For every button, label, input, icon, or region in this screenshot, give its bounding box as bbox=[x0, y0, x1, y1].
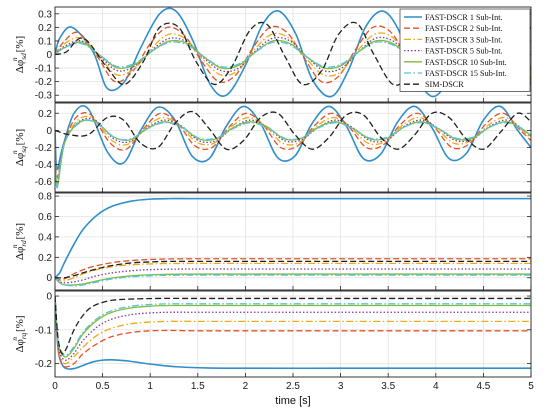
legend-label: FAST-DSCR 10 Sub-Int. bbox=[425, 58, 507, 67]
y-tick-label: -0.2 bbox=[35, 359, 53, 370]
y-tick-label: 0.6 bbox=[38, 212, 52, 223]
legend-label: FAST-DSCR 15 Sub-Int. bbox=[425, 69, 507, 78]
y-tick-label: 0 bbox=[46, 273, 52, 284]
series-line-fast-dscr-5-sub-int bbox=[55, 117, 531, 185]
y-tick-label: -0.1 bbox=[35, 64, 53, 75]
series-group bbox=[55, 105, 531, 189]
y-axis-label-sup: n bbox=[10, 57, 19, 61]
series-line-fast-dscr-10-sub-int bbox=[55, 273, 531, 286]
y-axis-label-sup: n bbox=[10, 150, 19, 154]
y-tick-label: 0.2 bbox=[38, 109, 52, 120]
y-tick-label: 0.2 bbox=[38, 23, 52, 34]
series-line-fast-dscr-10-sub-int bbox=[55, 296, 531, 358]
y-tick-label: 0.2 bbox=[38, 253, 52, 264]
series-line-fast-dscr-2-sub-int bbox=[55, 296, 531, 368]
y-axis-label: Δφsqn [%] bbox=[10, 129, 28, 166]
series-line-fast-dscr-2-sub-int bbox=[55, 112, 531, 179]
y-tick-label: -0.3 bbox=[35, 91, 53, 102]
y-axis-label-sub: rd bbox=[19, 240, 28, 247]
series-line-fast-dscr-15-sub-int bbox=[55, 296, 531, 356]
legend-label: FAST-DSCR 2 Sub-Int. bbox=[425, 24, 503, 33]
series-group bbox=[55, 296, 531, 370]
y-tick-label: -0.2 bbox=[35, 77, 53, 88]
x-tick-label: 4.5 bbox=[476, 381, 490, 392]
series-line-fast-dscr-3-sub-int bbox=[55, 115, 531, 183]
x-tick-label: 0 bbox=[52, 381, 58, 392]
series-line-fast-dscr-3-sub-int bbox=[55, 296, 531, 365]
y-axis-label: Δφrqn [%] bbox=[10, 315, 28, 352]
subplot-2: -0.6 -0.4 -0.2 0 0.2 Δφsqn [%] bbox=[10, 102, 532, 193]
y-axis-label: Δφrdn [%] bbox=[10, 223, 28, 260]
y-axis-label-symbol: Δφ bbox=[14, 247, 26, 260]
subplot-4: -0.2 -0.1 0 0 0.5 1 1.5 2 2.5 3 3.5 4 4.5 5 Δφrqn [%] bbox=[10, 290, 534, 392]
y-axis-label-symbol: Δφ bbox=[14, 153, 26, 166]
y-axis-label-unit: [%] bbox=[14, 129, 26, 146]
x-tick-label: 5 bbox=[528, 381, 534, 392]
series-line-fast-dscr-3-sub-int bbox=[55, 262, 531, 282]
series-line-fast-dscr-1-sub-int bbox=[55, 105, 531, 170]
y-axis-label-symbol: Δφ bbox=[14, 60, 26, 73]
series-line-fast-dscr-1-sub-int bbox=[55, 197, 531, 279]
y-axis-label-symbol: Δφ bbox=[14, 339, 26, 352]
legend-label: SIM-DSCR bbox=[425, 80, 464, 89]
x-tick-label: 3.5 bbox=[381, 381, 395, 392]
series-line-fast-dscr-10-sub-int bbox=[55, 119, 531, 188]
y-axis-label-sub: sd bbox=[19, 53, 28, 60]
x-tick-label: 1 bbox=[147, 381, 153, 392]
y-axis-label-sup: n bbox=[10, 244, 19, 248]
series-line-fast-dscr-15-sub-int bbox=[55, 274, 531, 287]
series-line-fast-dscr-2-sub-int bbox=[55, 258, 531, 281]
y-tick-label: 0 bbox=[46, 50, 52, 61]
x-tick-label: 0.5 bbox=[96, 381, 110, 392]
legend: FAST-DSCR 1 Sub-Int. FAST-DSCR 2 Sub-Int.… bbox=[399, 8, 531, 92]
y-tick-label: 0 bbox=[46, 292, 52, 303]
legend-label: FAST-DSCR 1 Sub-Int. bbox=[425, 13, 503, 22]
series-line-fast-dscr-5-sub-int bbox=[55, 296, 531, 361]
y-axis-label-sup: n bbox=[10, 337, 19, 341]
series-line-sim-dscr bbox=[55, 260, 531, 279]
series-group bbox=[55, 197, 531, 287]
x-tick-label: 2 bbox=[243, 381, 249, 392]
legend-label: FAST-DSCR 5 Sub-Int. bbox=[425, 47, 503, 56]
x-tick-label: 4 bbox=[433, 381, 439, 392]
y-tick-label: 0.3 bbox=[38, 9, 52, 20]
y-axis-label-unit: [%] bbox=[14, 223, 26, 240]
y-tick-label: -0.6 bbox=[35, 177, 53, 188]
y-axis-label-unit: [%] bbox=[14, 36, 26, 53]
y-axis-label-sub: sq bbox=[19, 146, 28, 153]
series-line-fast-dscr-1-sub-int bbox=[55, 296, 531, 370]
y-axis-label: Δφsdn [%] bbox=[10, 36, 28, 73]
series-line-sim-dscr bbox=[55, 21, 531, 87]
y-tick-label: 0 bbox=[46, 126, 52, 137]
y-tick-label: 0.4 bbox=[38, 232, 52, 243]
series-line-fast-dscr-5-sub-int bbox=[55, 36, 531, 73]
series-line-fast-dscr-15-sub-int bbox=[55, 119, 531, 189]
series-line-sim-dscr bbox=[55, 296, 531, 355]
y-tick-label: -0.4 bbox=[35, 160, 53, 171]
x-axis-label: time [s] bbox=[275, 395, 310, 407]
x-tick-label: 1.5 bbox=[191, 381, 205, 392]
y-tick-label: 0.1 bbox=[38, 36, 52, 47]
legend-label: FAST-DSCR 3 Sub-Int. bbox=[425, 35, 503, 44]
subplot-3: 0 0.2 0.4 0.6 0.8 Δφrdn [%] bbox=[10, 192, 532, 291]
y-tick-label: -0.1 bbox=[35, 325, 53, 336]
y-tick-label: -0.2 bbox=[35, 143, 53, 154]
y-axis-label-sub: rq bbox=[19, 332, 28, 339]
x-tick-label: 3 bbox=[338, 381, 344, 392]
y-tick-label: 0.8 bbox=[38, 192, 52, 203]
x-tick-label: 2.5 bbox=[286, 381, 300, 392]
y-axis-label-unit: [%] bbox=[14, 315, 26, 332]
